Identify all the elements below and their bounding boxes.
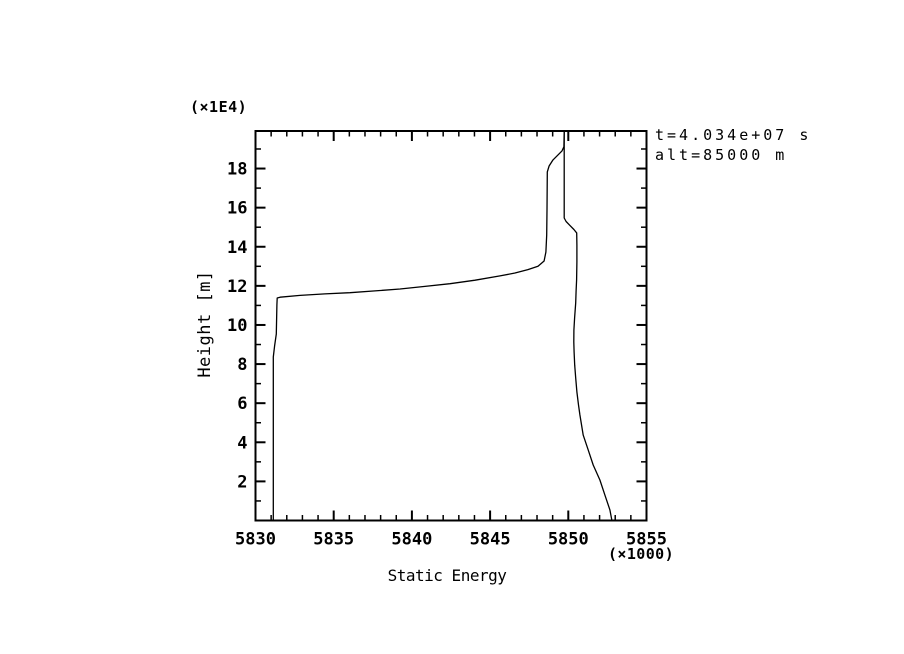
x-tick-label: 5830	[235, 530, 276, 550]
x-axis-title: Static Energy	[387, 566, 507, 585]
x-tick-label: 5840	[391, 530, 432, 550]
profile-curve-right_branch	[563, 130, 613, 522]
y-tick-label: 4	[237, 433, 247, 453]
x-tick-label: 5835	[313, 530, 354, 550]
y-tick-label: 10	[227, 316, 247, 336]
y-axis-title: Height [m]	[195, 270, 215, 378]
y-tick-label: 18	[227, 160, 247, 180]
profile-curve-left_branch	[272, 130, 565, 522]
y-tick-label: 16	[227, 199, 247, 219]
x-tick-label: 5855	[626, 530, 667, 550]
x-tick-label: 5850	[548, 530, 589, 550]
plot-border	[254, 130, 648, 522]
y-axis-multiplier: (×1E4)	[190, 98, 248, 116]
y-tick-label: 12	[227, 277, 247, 297]
annotation-time: t=4.034e+07 s	[655, 126, 812, 144]
x-tick-label: 5845	[470, 530, 511, 550]
y-tick-label: 6	[237, 394, 247, 414]
y-tick-label: 8	[237, 355, 247, 375]
y-tick-label: 2	[237, 472, 247, 492]
y-tick-label: 14	[227, 238, 247, 258]
annotation-altitude: alt=85000 m	[655, 146, 788, 164]
x-axis-multiplier: (×1000)	[607, 545, 674, 563]
